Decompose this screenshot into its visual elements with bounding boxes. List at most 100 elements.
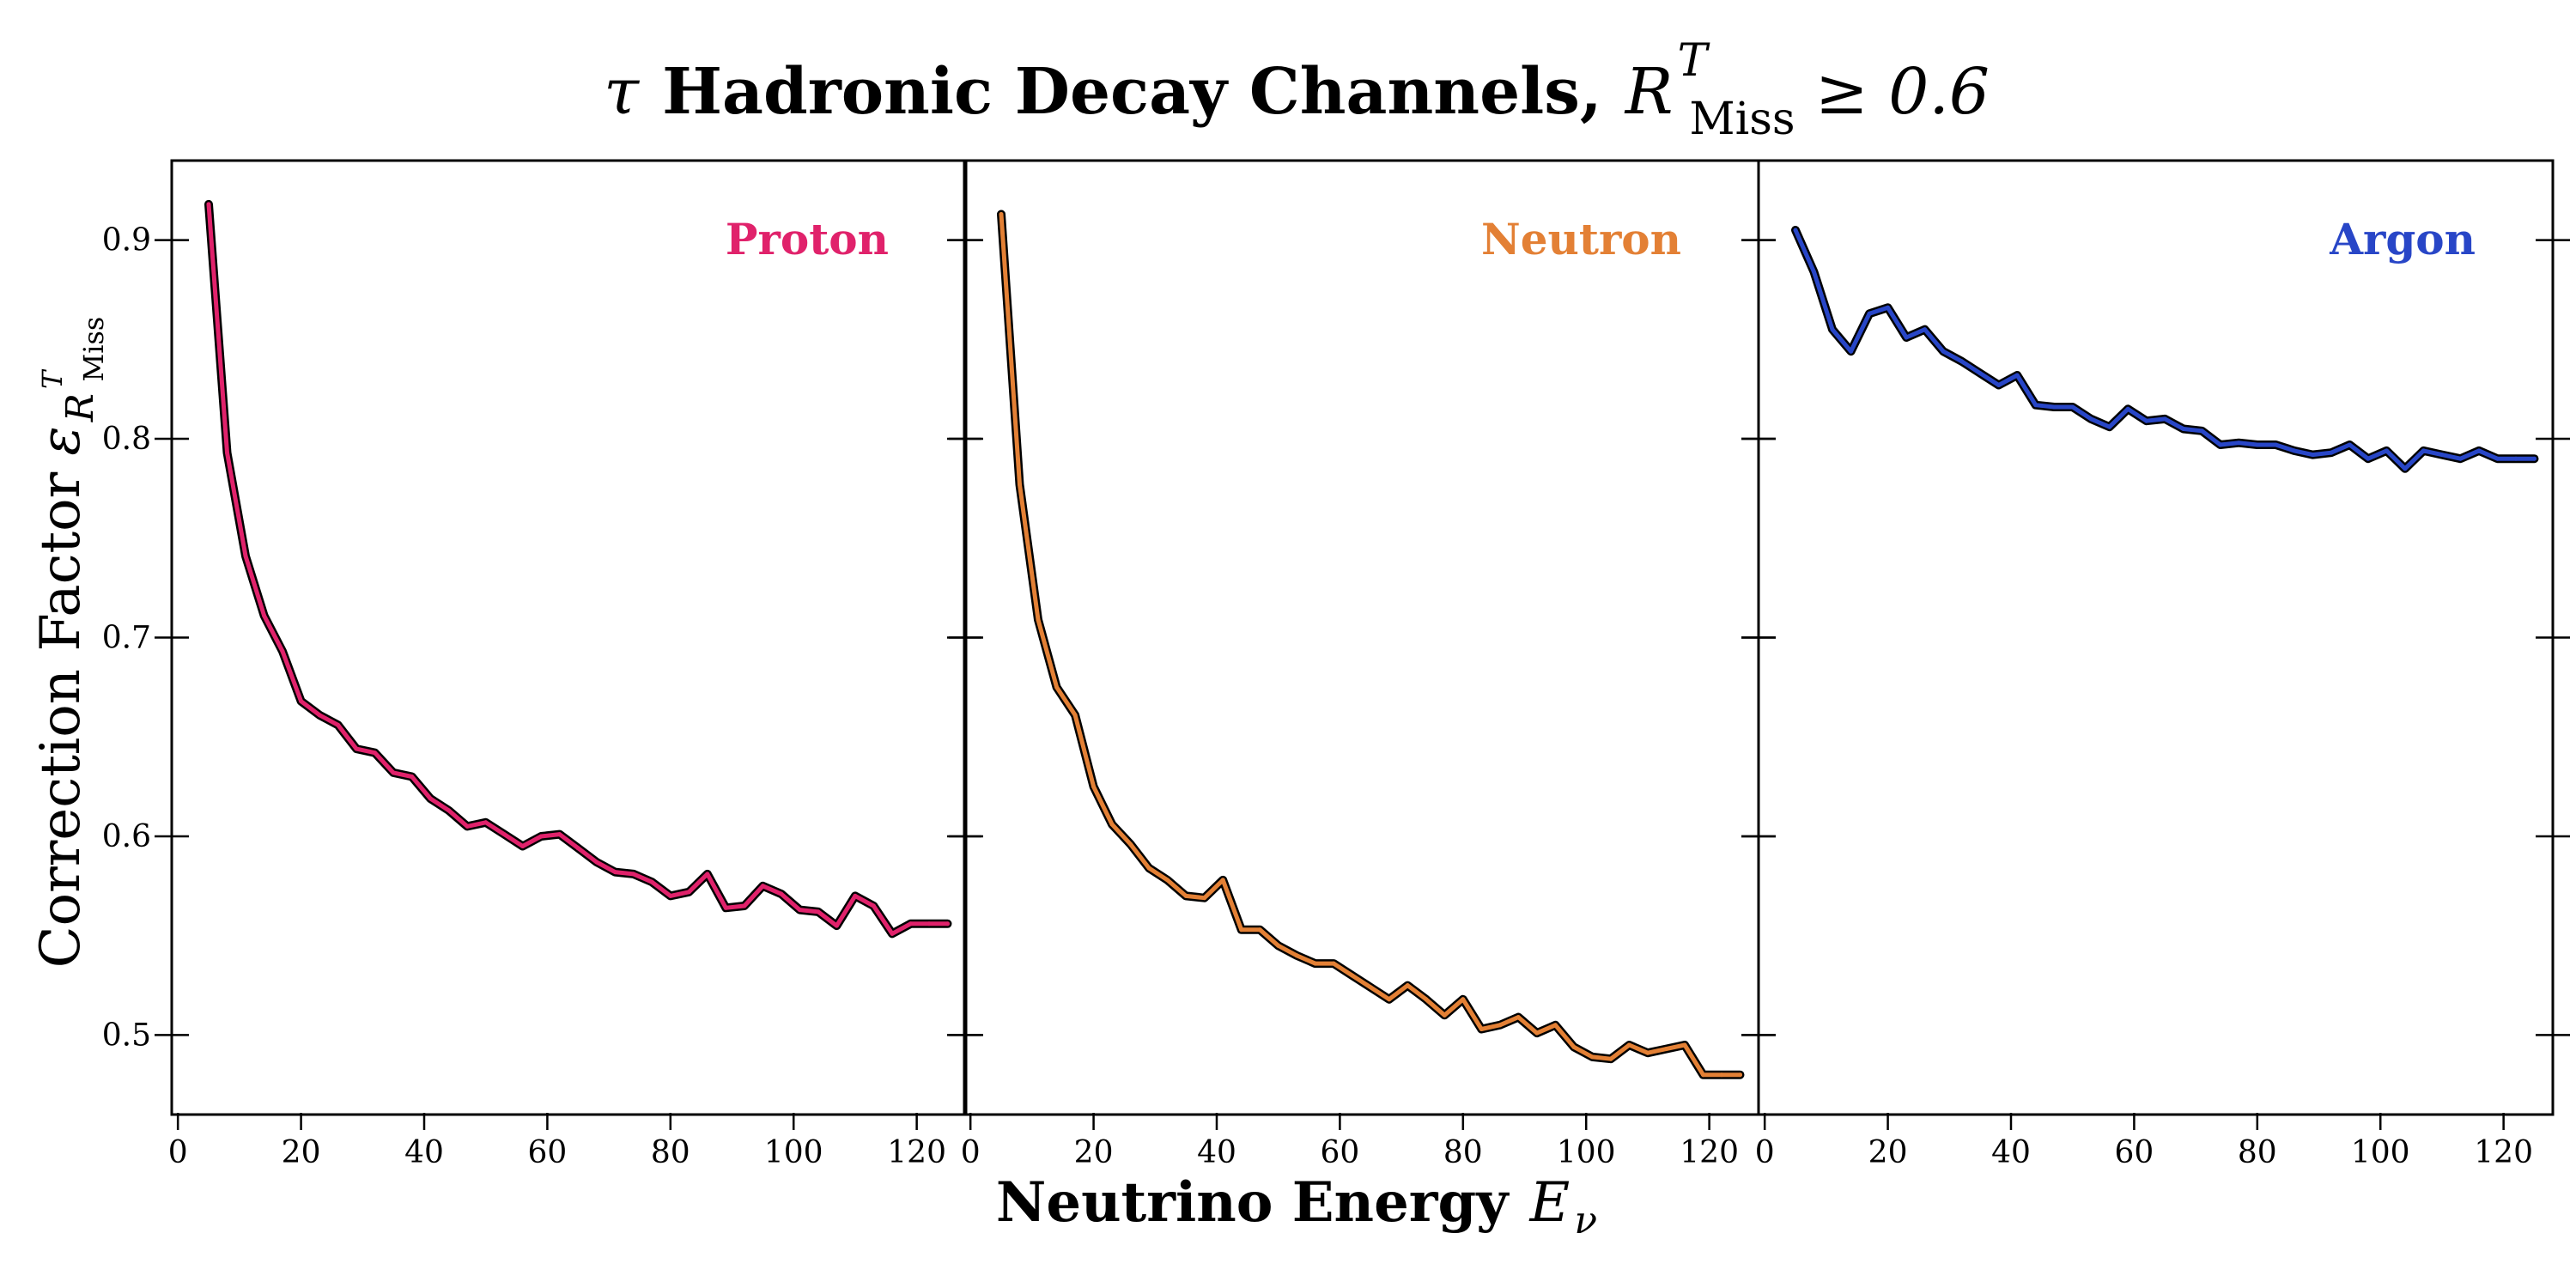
data-point bbox=[631, 872, 636, 877]
data-point bbox=[705, 872, 710, 877]
panel-label: Argon bbox=[2329, 214, 2476, 264]
x-tick-label: 40 bbox=[1197, 1135, 1236, 1170]
data-point bbox=[1534, 1030, 1540, 1036]
data-point bbox=[1405, 983, 1410, 988]
x-axis-label-symbol: E bbox=[1529, 1171, 1571, 1235]
data-point bbox=[2051, 404, 2057, 410]
data-point bbox=[280, 649, 285, 654]
data-point bbox=[612, 870, 617, 875]
x-tick-label: 40 bbox=[1991, 1135, 2031, 1170]
data-point bbox=[1461, 997, 1466, 1002]
data-point bbox=[2366, 456, 2371, 461]
data-point bbox=[391, 770, 396, 775]
x-tick-label: 20 bbox=[282, 1135, 321, 1170]
data-point bbox=[243, 554, 248, 559]
data-point bbox=[1682, 1042, 1687, 1048]
data-point bbox=[1313, 961, 1318, 966]
data-point bbox=[1663, 1047, 1668, 1052]
data-point bbox=[2088, 416, 2093, 422]
panel-argon: 0 20 40 60 80 100 120 Argon bbox=[1741, 159, 2570, 1170]
data-point bbox=[1072, 713, 1078, 718]
data-point bbox=[2218, 442, 2223, 447]
data-point bbox=[1645, 1050, 1650, 1055]
data-point bbox=[2181, 427, 2186, 431]
title-variable-subscript: Miss bbox=[1689, 94, 1795, 145]
data-point bbox=[2070, 404, 2075, 410]
y-axis-label-symbol-sub: R bbox=[58, 393, 102, 422]
data-point bbox=[225, 450, 229, 455]
data-point bbox=[2255, 442, 2260, 447]
x-axis-label-symbol-sub: ν bbox=[1574, 1199, 1597, 1242]
data-point bbox=[2458, 456, 2463, 461]
panel-label: Proton bbox=[726, 214, 889, 264]
data-point bbox=[723, 905, 728, 910]
data-point bbox=[1109, 822, 1115, 827]
data-point bbox=[927, 921, 932, 927]
title-prefix: τ bbox=[604, 55, 640, 129]
data-point bbox=[2384, 448, 2389, 453]
x-tick-label: 60 bbox=[527, 1135, 567, 1170]
data-point bbox=[779, 891, 784, 896]
data-point bbox=[1424, 997, 1429, 1002]
x-tick-label: 0 bbox=[961, 1135, 981, 1170]
data-point bbox=[483, 820, 489, 825]
data-point bbox=[2513, 456, 2518, 461]
x-tick-label: 80 bbox=[2238, 1135, 2277, 1170]
data-point bbox=[373, 750, 378, 756]
chart-panels: 0.5 0.6 0.7 0.8 0.9 0 20 40 60 80 100 120 Proton 0 20 4… bbox=[102, 159, 2570, 1170]
data-point bbox=[1589, 1054, 1595, 1060]
data-point bbox=[1886, 305, 1891, 310]
x-tick-label: 120 bbox=[1680, 1135, 1739, 1170]
x-tick-label: 60 bbox=[2114, 1135, 2154, 1170]
y-axis-label-symbol-sub-sub: Miss bbox=[77, 317, 110, 382]
data-point bbox=[1165, 878, 1170, 883]
y-tick-label: 0.7 bbox=[102, 621, 151, 656]
x-tick-label: 0 bbox=[1755, 1135, 1775, 1170]
data-point bbox=[1571, 1044, 1577, 1049]
y-tick-label: 0.6 bbox=[102, 819, 151, 854]
data-point bbox=[1830, 327, 1835, 332]
x-tick-label: 0 bbox=[168, 1135, 188, 1170]
data-point bbox=[1294, 953, 1299, 958]
data-point bbox=[557, 832, 562, 837]
data-point bbox=[1479, 1027, 1484, 1031]
data-point bbox=[999, 212, 1004, 216]
data-point bbox=[2421, 448, 2426, 453]
data-point bbox=[2347, 442, 2352, 447]
data-point bbox=[890, 931, 895, 936]
data-point bbox=[1350, 973, 1355, 978]
data-point bbox=[668, 893, 673, 898]
title-variable-superscript: T bbox=[1678, 35, 1710, 87]
data-point bbox=[834, 923, 839, 928]
data-point bbox=[1442, 1012, 1447, 1018]
data-point bbox=[1331, 961, 1336, 966]
x-tick-label: 80 bbox=[1443, 1135, 1483, 1170]
data-point bbox=[2532, 456, 2537, 461]
data-point bbox=[538, 834, 544, 839]
x-tick-label: 120 bbox=[2474, 1135, 2533, 1170]
data-point bbox=[1498, 1023, 1503, 1028]
data-point bbox=[1054, 684, 1060, 690]
data-point bbox=[2033, 403, 2038, 408]
x-tick-label: 60 bbox=[1320, 1135, 1359, 1170]
data-point bbox=[1959, 359, 1965, 364]
data-point bbox=[447, 808, 452, 813]
x-tick-label: 20 bbox=[1074, 1135, 1114, 1170]
title-variable: R bbox=[1624, 55, 1674, 129]
x-axis-label: Neutrino Energy E ν bbox=[996, 1170, 1597, 1242]
data-point bbox=[1146, 866, 1151, 871]
x-tick-label: 100 bbox=[764, 1135, 823, 1170]
panel-label: Neutron bbox=[1481, 214, 1681, 264]
data-point bbox=[1036, 617, 1041, 623]
data-point bbox=[908, 921, 913, 927]
data-point bbox=[1239, 927, 1244, 933]
data-point bbox=[2014, 373, 2020, 378]
data-point bbox=[2162, 416, 2167, 422]
data-point bbox=[262, 613, 267, 618]
data-point bbox=[1738, 1072, 1742, 1078]
data-point bbox=[1996, 383, 2002, 387]
data-point bbox=[2236, 440, 2241, 446]
data-point bbox=[2144, 418, 2149, 423]
data-point bbox=[1941, 349, 1946, 354]
